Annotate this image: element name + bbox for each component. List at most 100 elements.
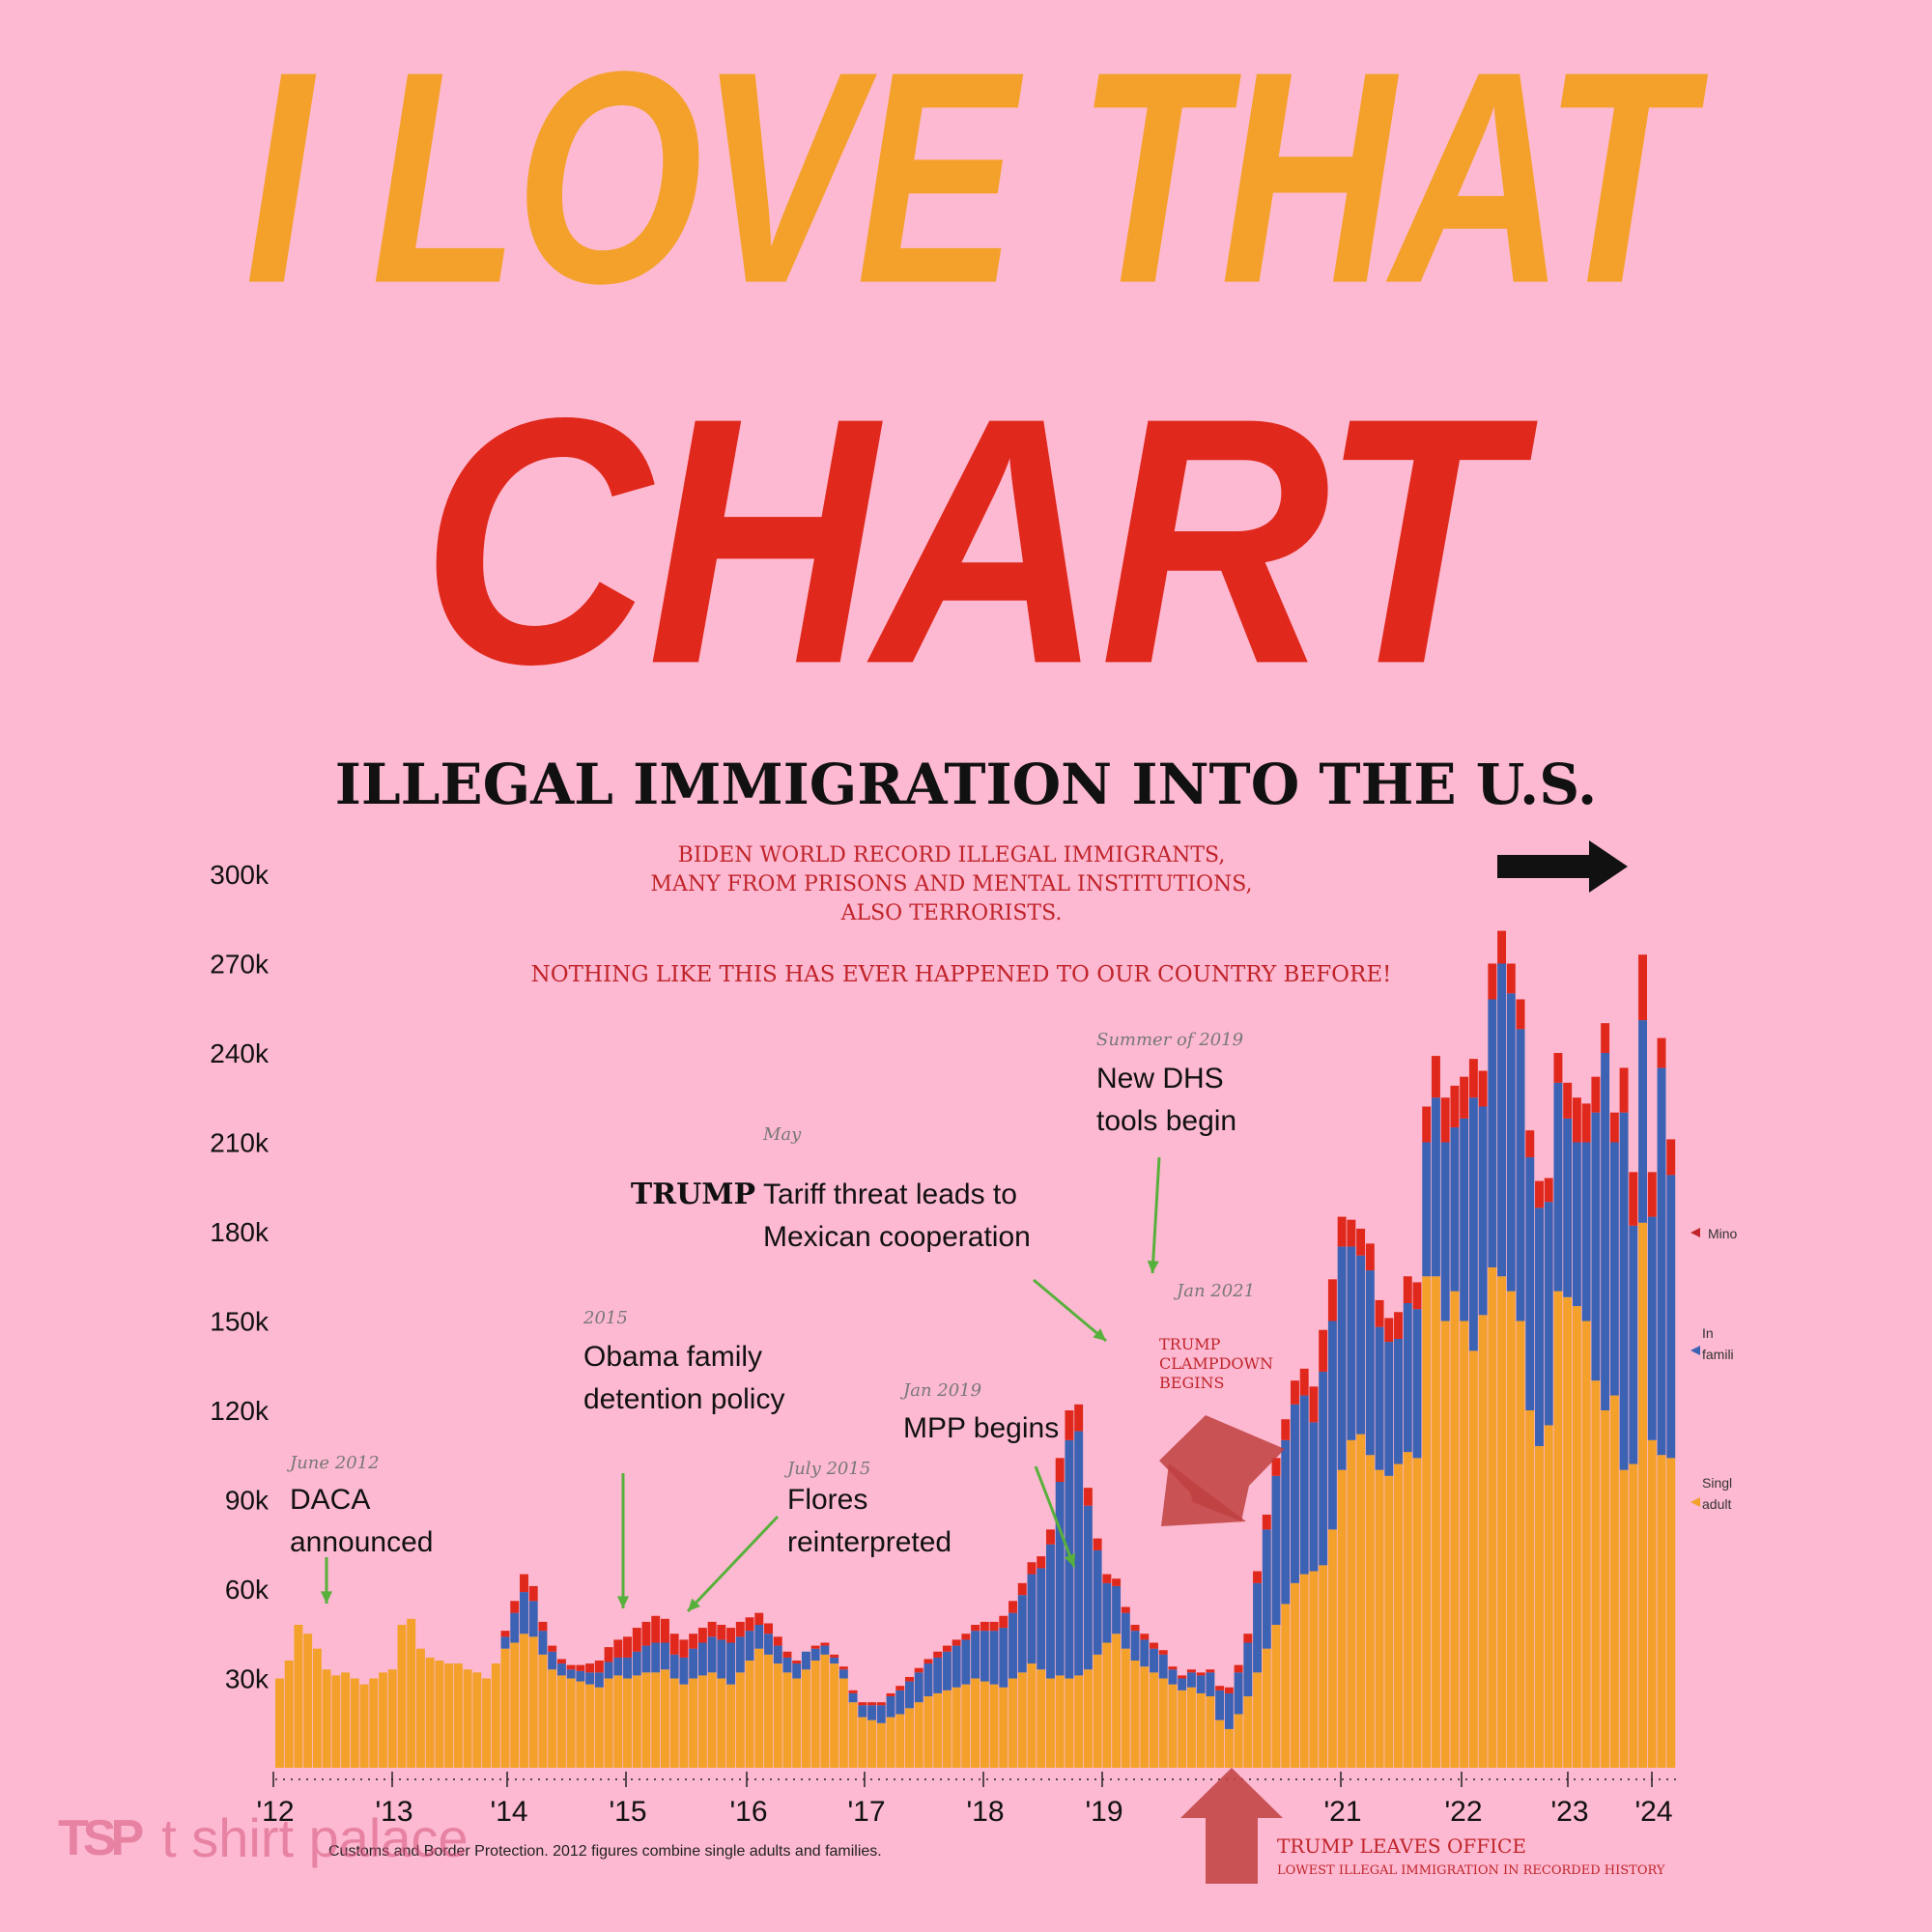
bar-families bbox=[1497, 963, 1507, 1277]
bar-minors bbox=[1140, 1634, 1150, 1640]
bar-adults bbox=[1440, 1321, 1450, 1768]
bar-minors bbox=[566, 1664, 576, 1670]
bar-minors bbox=[1196, 1672, 1206, 1676]
note-clampdown: CLAMPDOWN bbox=[1159, 1354, 1273, 1373]
bar-adults bbox=[556, 1675, 566, 1768]
bar-minors bbox=[905, 1676, 914, 1682]
y-tick-label: 300k bbox=[210, 860, 270, 890]
bar-families bbox=[810, 1648, 820, 1661]
bar-minors bbox=[1281, 1419, 1291, 1440]
bar-minors bbox=[1647, 1172, 1657, 1217]
bar-adults bbox=[491, 1663, 500, 1768]
bar-minors bbox=[1017, 1582, 1027, 1596]
bar-adults bbox=[1083, 1669, 1093, 1768]
bar-minors bbox=[1093, 1538, 1102, 1550]
bar-families bbox=[556, 1663, 566, 1676]
bar-adults bbox=[520, 1634, 528, 1768]
bar-minors bbox=[1009, 1601, 1017, 1613]
watermark-logo: TSP bbox=[58, 1809, 144, 1866]
bar-families bbox=[1309, 1422, 1319, 1572]
bar-minors bbox=[1243, 1634, 1253, 1643]
bar-adults bbox=[1271, 1625, 1281, 1768]
bar-minors bbox=[1112, 1578, 1122, 1586]
y-tick-label: 180k bbox=[210, 1217, 270, 1247]
bar-adults bbox=[905, 1708, 914, 1768]
bar-minors bbox=[810, 1645, 820, 1649]
bar-families bbox=[1375, 1326, 1384, 1470]
bar-minors bbox=[1497, 930, 1507, 964]
bar-families bbox=[1516, 1029, 1525, 1321]
bar-adults bbox=[858, 1717, 867, 1768]
bar-minors bbox=[1384, 1318, 1394, 1343]
bar-adults bbox=[1356, 1434, 1366, 1768]
bar-minors bbox=[594, 1661, 604, 1673]
bar-minors bbox=[1506, 963, 1516, 994]
bar-minors bbox=[660, 1618, 669, 1643]
bar-minors bbox=[576, 1664, 585, 1671]
bar-families bbox=[604, 1662, 613, 1679]
y-tick-label: 60k bbox=[225, 1575, 270, 1605]
bar-adults bbox=[397, 1625, 407, 1768]
bar-adults bbox=[1563, 1296, 1573, 1768]
bar-adults bbox=[717, 1678, 726, 1768]
bar-families bbox=[1168, 1669, 1178, 1685]
bar-minors bbox=[792, 1661, 802, 1664]
bar-minors bbox=[764, 1623, 773, 1634]
bar-minors bbox=[1102, 1574, 1112, 1583]
bar-minors bbox=[1356, 1228, 1366, 1256]
bar-minors bbox=[1478, 1070, 1488, 1107]
bar-adults bbox=[613, 1675, 623, 1768]
x-tick-label: '22 bbox=[1444, 1796, 1482, 1828]
bar-adults bbox=[914, 1702, 923, 1768]
bar-adults bbox=[1196, 1692, 1206, 1768]
bar-families bbox=[697, 1642, 707, 1676]
bar-adults bbox=[679, 1684, 689, 1768]
bar-adults bbox=[1460, 1321, 1469, 1768]
x-tick-label: '17 bbox=[847, 1796, 885, 1828]
bar-adults bbox=[566, 1678, 576, 1768]
bar-families bbox=[1422, 1142, 1432, 1277]
bar-minors bbox=[1450, 1085, 1460, 1128]
bar-minors bbox=[510, 1601, 520, 1613]
annotation-arrow-flores bbox=[686, 1515, 780, 1613]
bar-families bbox=[745, 1631, 754, 1661]
bar-minors bbox=[1394, 1312, 1403, 1339]
bar-minors bbox=[914, 1667, 923, 1673]
bar-families bbox=[1440, 1142, 1450, 1321]
bar-adults bbox=[726, 1684, 736, 1768]
note-biden-record: BIDEN WORLD RECORD ILLEGAL IMMIGRANTS, bbox=[678, 843, 1226, 867]
bar-minors bbox=[1215, 1686, 1225, 1690]
bar-families bbox=[669, 1654, 679, 1679]
bar-adults bbox=[1150, 1672, 1158, 1768]
bar-adults bbox=[895, 1714, 905, 1768]
bar-minors bbox=[1553, 1053, 1563, 1083]
bar-families bbox=[1037, 1568, 1046, 1670]
bar-adults bbox=[660, 1669, 669, 1768]
bar-adults bbox=[1544, 1425, 1553, 1768]
bar-families bbox=[1158, 1654, 1168, 1679]
bar-adults bbox=[322, 1669, 331, 1768]
bar-families bbox=[1140, 1639, 1150, 1667]
bar-minors bbox=[1055, 1458, 1065, 1482]
note-biden-record: MANY FROM PRISONS AND MENTAL INSTITUTION… bbox=[650, 872, 1252, 896]
bar-adults bbox=[689, 1678, 698, 1768]
bar-families bbox=[1234, 1672, 1243, 1715]
bar-families bbox=[1666, 1175, 1676, 1459]
bar-minors bbox=[1319, 1329, 1328, 1372]
bar-adults bbox=[407, 1618, 416, 1768]
bar-families bbox=[1581, 1142, 1591, 1321]
bar-families bbox=[548, 1651, 557, 1670]
bar-minors bbox=[1158, 1650, 1168, 1655]
bar-families bbox=[1403, 1303, 1412, 1453]
bar-adults bbox=[1572, 1306, 1581, 1768]
note-leaves-office: TRUMP LEAVES OFFICE bbox=[1277, 1834, 1526, 1858]
legend-families: famili bbox=[1702, 1347, 1734, 1362]
bar-adults bbox=[1478, 1315, 1488, 1768]
bar-families bbox=[858, 1705, 867, 1718]
bar-adults bbox=[585, 1684, 595, 1768]
x-tick-label: '19 bbox=[1085, 1796, 1122, 1828]
bar-adults bbox=[1394, 1463, 1403, 1768]
bar-minors bbox=[1309, 1386, 1319, 1423]
bar-families bbox=[1544, 1202, 1553, 1426]
bar-families bbox=[905, 1681, 914, 1709]
